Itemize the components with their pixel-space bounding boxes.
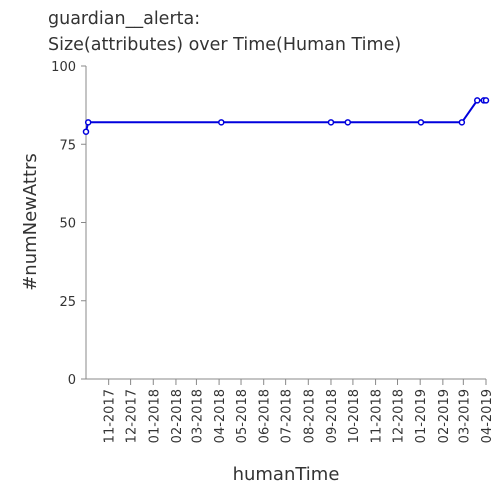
- data-point: [484, 98, 489, 103]
- x-tick-label: 11-2018: [370, 389, 385, 443]
- x-tick-label: 11-2017: [103, 389, 118, 443]
- y-axis: 0 25 50 75 100: [51, 60, 86, 388]
- data-point: [418, 120, 423, 125]
- x-tick-label: 12-2017: [125, 389, 140, 443]
- y-tick-label: 100: [51, 60, 76, 75]
- data-point: [86, 120, 91, 125]
- plot-area: [84, 98, 489, 134]
- data-point: [219, 120, 224, 125]
- x-axis-label: humanTime: [233, 464, 340, 485]
- x-tick-label: 05-2018: [235, 389, 250, 443]
- y-tick-label: 25: [59, 295, 76, 310]
- x-tick-label: 02-2019: [437, 389, 452, 443]
- x-tick-label: 04-2018: [213, 389, 228, 443]
- series-line: [86, 100, 486, 131]
- x-tick-label: 12-2018: [392, 389, 407, 443]
- x-tick-label: 09-2018: [325, 389, 340, 443]
- x-tick-label: 01-2018: [147, 389, 162, 443]
- x-tick-label: 04-2019: [480, 389, 495, 443]
- data-point: [84, 129, 89, 134]
- y-tick-label: 75: [59, 138, 76, 153]
- chart-title-line-2: Size(attributes) over Time(Human Time): [48, 35, 401, 55]
- data-point: [459, 120, 464, 125]
- y-tick-label: 0: [68, 373, 76, 388]
- data-point: [328, 120, 333, 125]
- x-tick-label: 06-2018: [258, 389, 273, 443]
- x-axis: 11-2017 12-2017 01-2018 02-2018 03-2018 04-20…: [86, 379, 495, 443]
- x-tick-label: 07-2018: [280, 389, 295, 443]
- y-tick-label: 50: [59, 217, 76, 232]
- x-tick-label: 08-2018: [302, 389, 317, 443]
- x-tick-label: 10-2018: [347, 389, 362, 443]
- data-point: [345, 120, 350, 125]
- y-axis-label: #numNewAttrs: [20, 153, 41, 291]
- data-point: [475, 98, 480, 103]
- x-tick-label: 03-2018: [190, 389, 205, 443]
- chart-title-line-1: guardian__alerta:: [48, 9, 200, 29]
- x-tick-label: 02-2018: [170, 389, 185, 443]
- x-tick-label: 03-2019: [457, 389, 472, 443]
- x-tick-label: 01-2019: [414, 389, 429, 443]
